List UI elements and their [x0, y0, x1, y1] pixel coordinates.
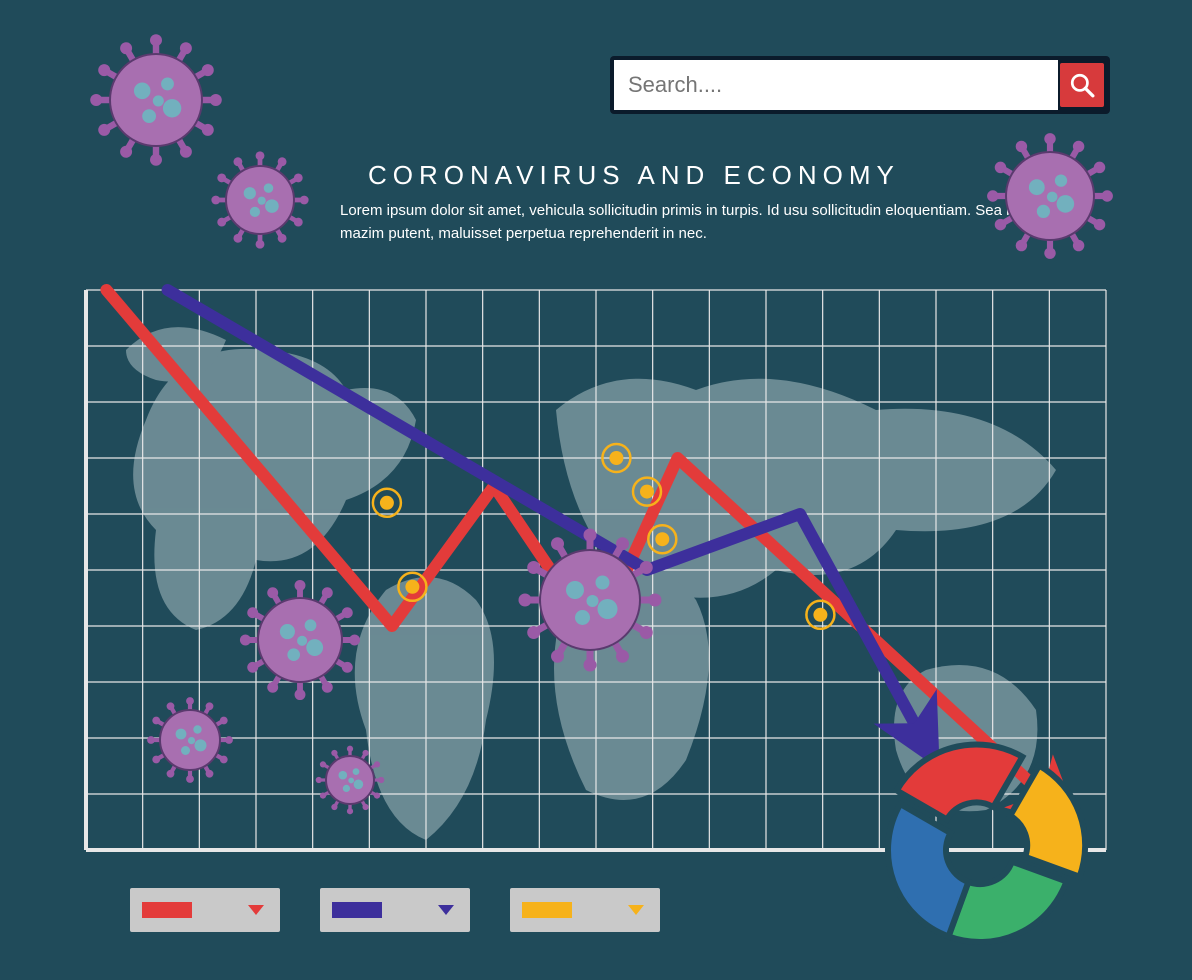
- infographic-stage: CORONAVIRUS AND ECONOMY Lorem ipsum dolo…: [0, 0, 1192, 980]
- virus-icon: [519, 529, 662, 672]
- virus-icon: [211, 151, 308, 248]
- virus-icon: [316, 746, 385, 815]
- virus-decorations: [0, 0, 1192, 980]
- virus-icon: [240, 580, 360, 700]
- virus-icon: [987, 133, 1113, 259]
- virus-icon: [147, 697, 233, 783]
- virus-icon: [90, 34, 222, 166]
